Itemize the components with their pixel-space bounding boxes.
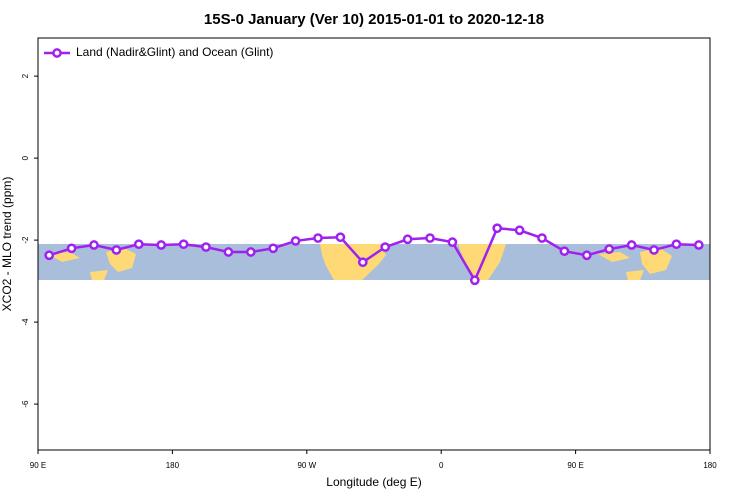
x-tick-label: 180 bbox=[703, 461, 717, 470]
data-point bbox=[604, 244, 615, 254]
land-patch bbox=[598, 252, 630, 262]
data-point bbox=[581, 250, 592, 261]
y-tick-label: 2 bbox=[21, 73, 30, 78]
data-point bbox=[626, 240, 637, 250]
x-tick-label: 90 E bbox=[30, 461, 46, 470]
data-point bbox=[44, 250, 55, 261]
land-patch bbox=[320, 244, 386, 280]
data-point bbox=[649, 245, 659, 255]
data-point bbox=[66, 243, 77, 254]
legend-label: Land (Nadir&Glint) and Ocean (Glint) bbox=[76, 45, 273, 59]
data-point bbox=[268, 243, 279, 254]
chart-title: 15S-0 January (Ver 10) 2015-01-01 to 202… bbox=[204, 11, 544, 28]
map-band bbox=[38, 244, 710, 280]
y-tick-label: -6 bbox=[21, 400, 30, 408]
plot-frame bbox=[37, 37, 711, 451]
data-point bbox=[89, 240, 99, 250]
data-point bbox=[537, 233, 547, 243]
data-point bbox=[402, 234, 413, 245]
data-point bbox=[357, 257, 368, 268]
data-point bbox=[245, 247, 256, 257]
land-patch bbox=[626, 270, 644, 280]
x-tick-label: 90 E bbox=[567, 461, 583, 470]
land-patch bbox=[48, 252, 80, 262]
land-patch bbox=[106, 248, 136, 272]
data-point bbox=[290, 236, 301, 246]
x-axis-label: Longitude (deg E) bbox=[326, 475, 421, 489]
data-point bbox=[201, 242, 211, 252]
land-patch bbox=[90, 270, 108, 280]
x-tick-label: 90 W bbox=[297, 461, 316, 470]
data-point bbox=[178, 239, 189, 250]
data-point bbox=[335, 232, 346, 243]
data-point bbox=[380, 242, 391, 252]
legend-marker bbox=[52, 48, 62, 58]
data-point bbox=[447, 237, 458, 248]
y-tick-label: -2 bbox=[21, 236, 30, 244]
y-tick-label: 0 bbox=[21, 155, 30, 160]
data-point bbox=[492, 223, 503, 234]
y-tick-label: -4 bbox=[21, 318, 30, 326]
land-patch bbox=[640, 248, 672, 274]
data-point bbox=[111, 245, 122, 255]
data-point bbox=[425, 233, 435, 243]
x-tick-label: 180 bbox=[166, 461, 180, 470]
data-point bbox=[313, 233, 323, 243]
data-point bbox=[156, 240, 167, 250]
data-point bbox=[559, 246, 570, 257]
data-point bbox=[223, 247, 234, 257]
data-point bbox=[514, 225, 525, 236]
data-point bbox=[671, 239, 682, 250]
data-point bbox=[133, 239, 144, 250]
x-tick-label: 0 bbox=[439, 461, 444, 470]
legend: Land (Nadir&Glint) and Ocean (Glint) bbox=[44, 45, 273, 59]
data-point bbox=[693, 240, 704, 250]
data-point bbox=[469, 275, 480, 286]
y-axis-label: XCO2 - MLO trend (ppm) bbox=[0, 177, 14, 312]
